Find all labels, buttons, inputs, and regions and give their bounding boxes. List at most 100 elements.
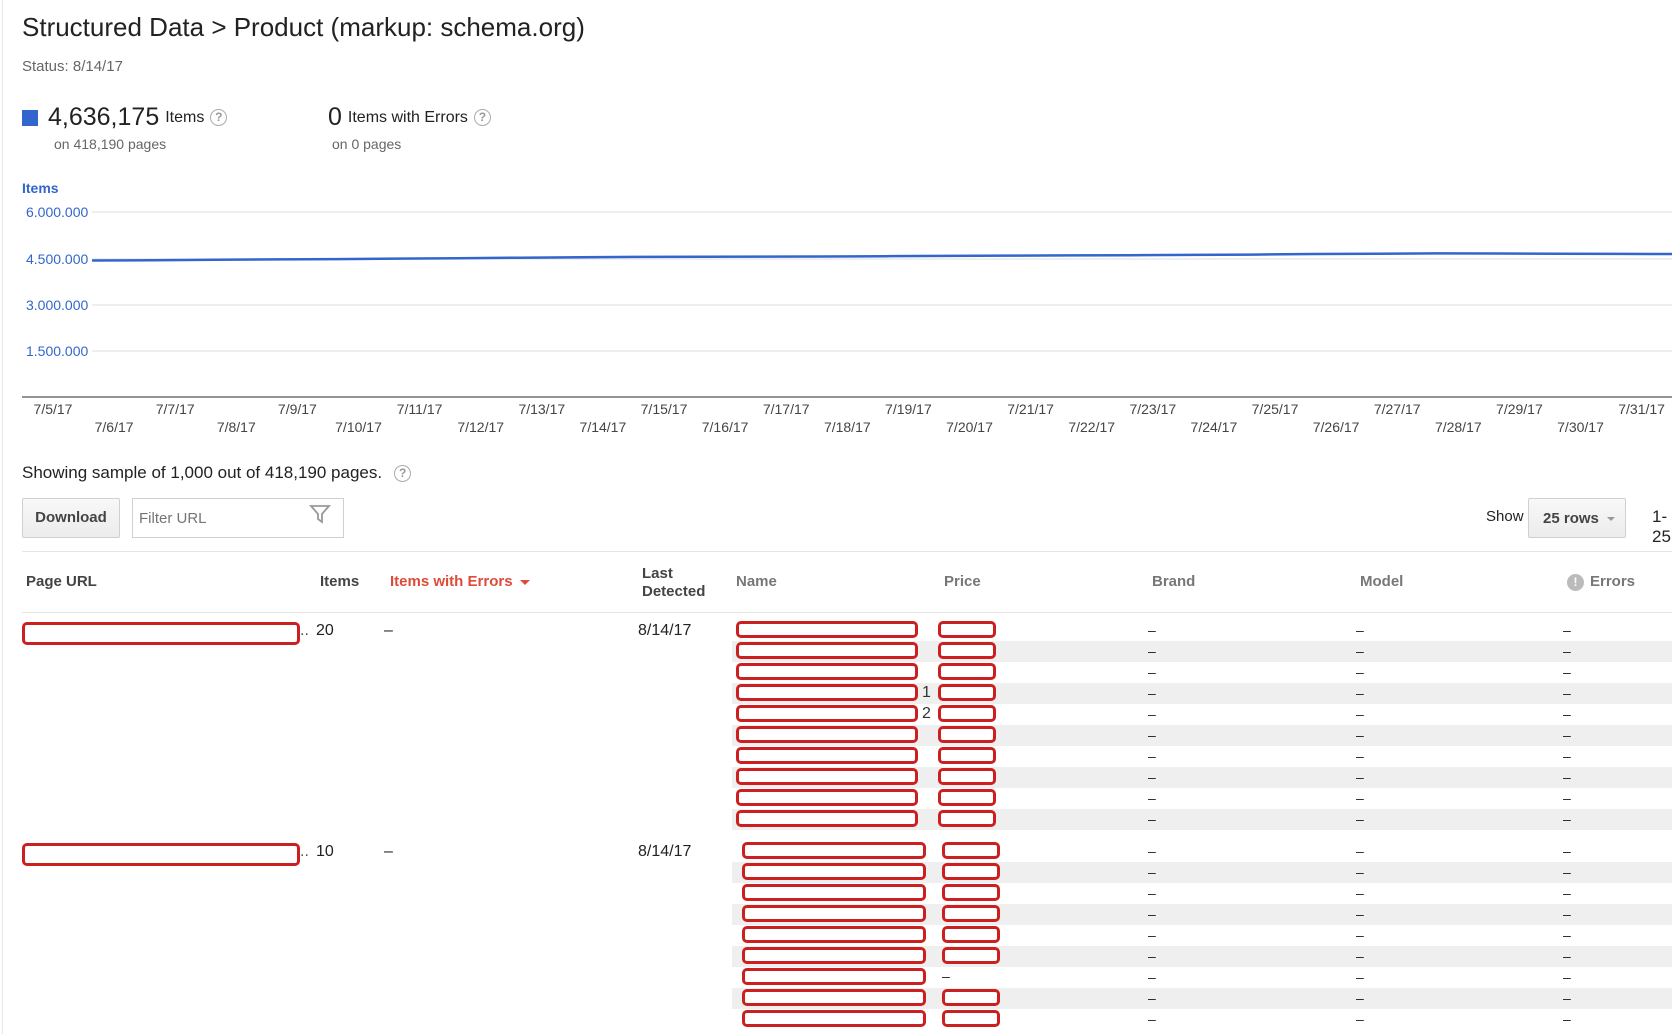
x-tick-label: 7/25/17 <box>1252 401 1299 417</box>
empty-model: – <box>1356 706 1364 722</box>
empty-errors: – <box>1563 811 1571 827</box>
empty-errors: – <box>1563 843 1571 859</box>
redacted-name <box>736 726 918 743</box>
y-tick-label: 4.500.000 <box>26 251 88 267</box>
items-count: 4,636,175 <box>48 103 160 131</box>
items-legend-swatch[interactable] <box>22 109 38 126</box>
empty-errors: – <box>1563 706 1571 722</box>
redacted-price <box>938 621 996 638</box>
column-header-price[interactable]: Price <box>944 573 981 590</box>
empty-model: – <box>1356 811 1364 827</box>
x-tick-label: 7/7/17 <box>156 401 195 417</box>
x-tick-label: 7/18/17 <box>824 419 871 435</box>
x-tick-label: 7/11/17 <box>397 401 443 417</box>
column-header-errors[interactable]: ! Errors <box>1567 573 1635 591</box>
errors-count: 0 <box>328 103 342 131</box>
redacted-page-url[interactable] <box>22 843 300 866</box>
redacted-price <box>938 663 996 680</box>
filter-icon[interactable] <box>309 504 331 524</box>
x-tick-label: 7/10/17 <box>335 419 382 435</box>
row-last-detected: 8/14/17 <box>638 622 692 639</box>
empty-brand: – <box>1148 990 1156 1006</box>
column-header-last-detected[interactable]: Last Detected <box>642 565 706 600</box>
empty-errors: – <box>1563 927 1571 943</box>
x-tick-label: 7/27/17 <box>1374 401 1421 417</box>
rows-per-page-select[interactable]: 25 rows <box>1528 498 1626 538</box>
items-line-chart: 6.000.000 4.500.000 3.000.000 1.500.000 7/5/… <box>22 204 1672 435</box>
redacted-name <box>736 621 918 638</box>
redacted-name <box>736 705 918 722</box>
items-summary: 4,636,175 Items? on 418,190 pages <box>22 103 228 152</box>
help-icon[interactable]: ? <box>473 109 491 126</box>
showing-sample-text: Showing sample of 1,000 out of 418,190 p… <box>22 463 412 483</box>
x-tick-label: 7/8/17 <box>217 419 256 435</box>
download-button[interactable]: Download <box>22 498 120 538</box>
x-tick-label: 7/29/17 <box>1496 401 1543 417</box>
help-icon[interactable]: ? <box>394 465 412 483</box>
help-icon[interactable]: ? <box>210 109 228 126</box>
empty-brand: – <box>1148 643 1156 659</box>
redacted-name <box>742 884 926 901</box>
redacted-price <box>942 926 1000 943</box>
errors-pages: on 0 pages <box>332 136 402 152</box>
y-tick-label: 6.000.000 <box>26 204 88 220</box>
column-header-brand[interactable]: Brand <box>1152 573 1196 590</box>
empty-brand: – <box>1148 885 1156 901</box>
empty-errors: – <box>1563 790 1571 806</box>
empty-errors: – <box>1563 990 1571 1006</box>
chevron-down-icon <box>1606 517 1615 522</box>
column-header-items[interactable]: Items <box>320 573 360 590</box>
redacted-name <box>742 863 926 880</box>
redacted-price <box>942 1010 1000 1027</box>
page-edge <box>2 0 3 1034</box>
empty-brand: – <box>1148 664 1156 680</box>
empty-brand: – <box>1148 622 1156 638</box>
empty-errors: – <box>1563 769 1571 785</box>
redacted-name <box>736 789 918 806</box>
x-tick-label: 7/31/17 <box>1618 401 1665 417</box>
redacted-name <box>736 642 918 659</box>
column-header-name[interactable]: Name <box>736 573 777 590</box>
row-items-with-errors: – <box>384 622 393 639</box>
series-line-items <box>91 252 1672 262</box>
column-header-page-url[interactable]: Page URL <box>26 573 97 590</box>
redacted-page-url[interactable] <box>22 622 300 645</box>
error-icon: ! <box>1567 573 1584 591</box>
y-tick-label: 1.500.000 <box>26 343 88 359</box>
row-items-count: 10 <box>316 843 334 860</box>
empty-price: – <box>942 968 950 984</box>
y-tick-label: 3.000.000 <box>26 297 88 313</box>
empty-model: – <box>1356 885 1364 901</box>
empty-model: – <box>1356 843 1364 859</box>
x-tick-label: 7/26/17 <box>1313 419 1360 435</box>
empty-errors: – <box>1563 748 1571 764</box>
x-tick-label: 7/5/17 <box>34 401 73 417</box>
redacted-price <box>942 989 1000 1006</box>
redacted-price <box>938 810 996 827</box>
ellipsis: .. <box>300 843 309 860</box>
x-tick-label: 7/20/17 <box>946 419 993 435</box>
column-header-model[interactable]: Model <box>1360 573 1404 590</box>
redacted-name <box>742 842 926 859</box>
filter-url-input[interactable] <box>132 498 344 538</box>
redacted-name <box>742 905 926 922</box>
x-tick-label: 7/19/17 <box>885 401 932 417</box>
page-title: Structured Data > Product (markup: schem… <box>22 12 585 42</box>
empty-model: – <box>1356 948 1364 964</box>
row-items-with-errors: – <box>384 843 393 860</box>
x-tick-label: 7/22/17 <box>1068 419 1115 435</box>
name-fragment: 1 <box>922 684 931 701</box>
empty-model: – <box>1356 906 1364 922</box>
redacted-name <box>742 926 926 943</box>
redacted-price <box>938 768 996 785</box>
column-header-items-with-errors[interactable]: Items with Errors <box>390 573 530 590</box>
empty-brand: – <box>1148 906 1156 922</box>
x-tick-label: 7/23/17 <box>1129 401 1176 417</box>
redacted-price <box>942 884 1000 901</box>
empty-brand: – <box>1148 727 1156 743</box>
redacted-price <box>938 684 996 701</box>
x-tick-label: 7/15/17 <box>641 401 688 417</box>
empty-model: – <box>1356 748 1364 764</box>
empty-model: – <box>1356 727 1364 743</box>
items-pages: on 418,190 pages <box>54 136 167 152</box>
